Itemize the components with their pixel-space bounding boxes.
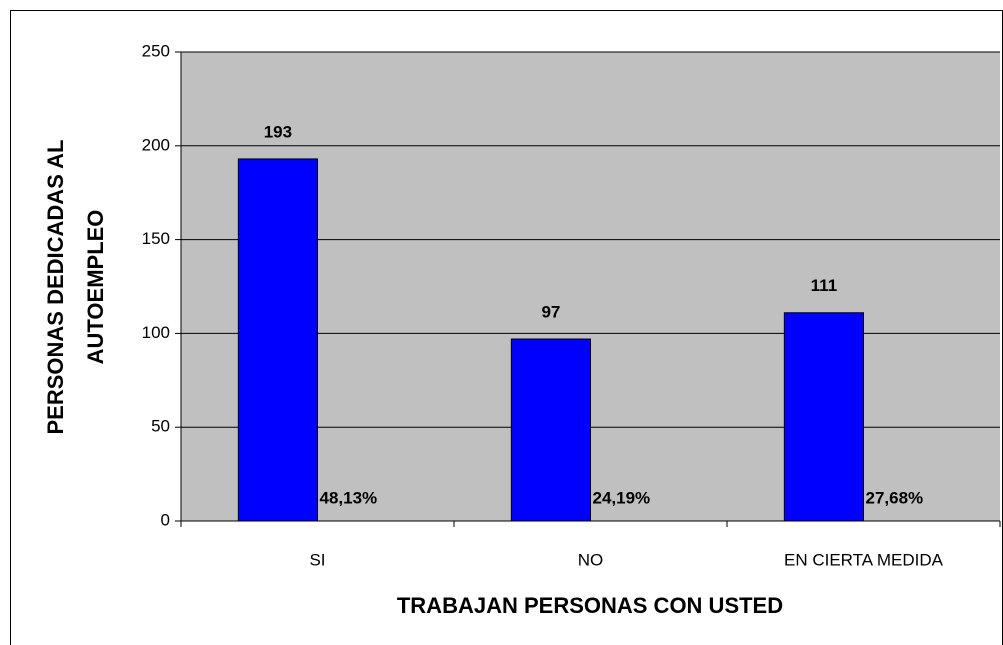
bar [510, 338, 591, 522]
percent-label: 48,13% [320, 488, 378, 507]
value-label: 193 [264, 122, 292, 141]
y-axis-title: PERSONAS DEDICADAS AL AUTOEMPLEO [43, 140, 108, 435]
y-tick-label: 0 [161, 510, 170, 529]
bar [783, 312, 865, 522]
x-tick-label: NO [578, 550, 604, 569]
bar [237, 158, 318, 522]
y-tick-label: 100 [142, 323, 170, 342]
x-tick-label: SI [309, 550, 325, 569]
y-axis-title-line: PERSONAS DEDICADAS AL [43, 140, 68, 435]
percent-label: 27,68% [866, 488, 924, 507]
value-label: 97 [541, 303, 560, 322]
x-tick-label: EN CIERTA MEDIDA [784, 550, 944, 569]
y-axis-title-line: AUTOEMPLEO [83, 210, 108, 365]
y-tick-label: 150 [142, 229, 170, 248]
percent-label: 24,19% [593, 488, 651, 507]
y-tick-label: 50 [151, 417, 170, 436]
value-label: 111 [811, 276, 838, 295]
y-tick-label: 200 [142, 135, 170, 154]
x-axis-title: TRABAJAN PERSONAS CON USTED [397, 593, 783, 618]
y-tick-label: 250 [142, 41, 170, 60]
